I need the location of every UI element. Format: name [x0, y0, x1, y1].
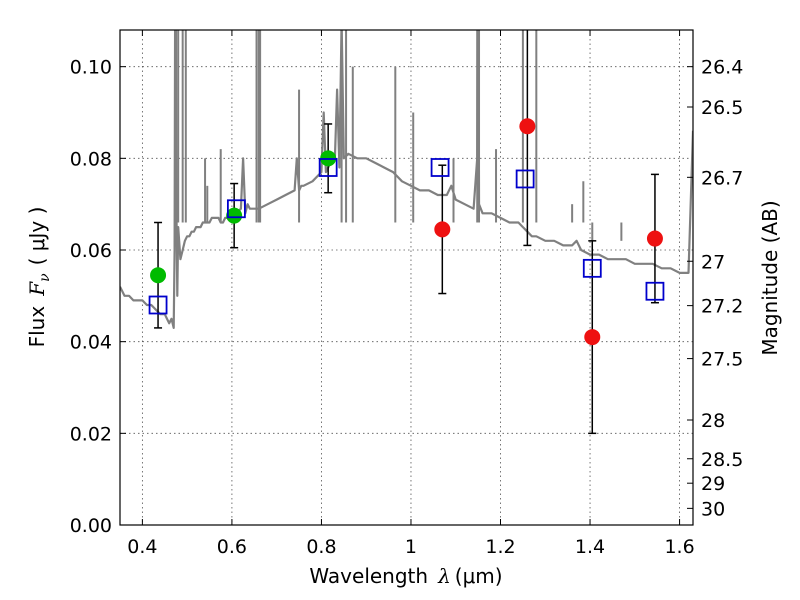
y-tick-label: 0.10 — [70, 57, 112, 79]
green-data-point — [150, 267, 167, 284]
mag-tick-label: 28 — [701, 410, 725, 432]
mag-tick-label: 28.5 — [701, 449, 743, 471]
mag-tick-label: 27.2 — [701, 296, 743, 318]
model-square-point — [645, 281, 665, 301]
model-square-point — [226, 199, 246, 219]
mag-tick-label: 26.4 — [701, 57, 743, 79]
x-tick-label: 0.8 — [306, 536, 336, 558]
x-tick-label: 1.6 — [664, 536, 694, 558]
model-square-point — [515, 169, 535, 189]
mag-tick-label: 27 — [701, 251, 725, 273]
mag-tick-label: 26.7 — [701, 167, 743, 189]
model-square-point — [582, 258, 602, 278]
template-spectrum-line — [120, 30, 693, 329]
y-tick-label: 0.00 — [70, 515, 112, 537]
green-data-point — [226, 207, 243, 224]
mag-tick-label: 26.5 — [701, 97, 743, 119]
y-tick-label: 0.02 — [70, 423, 112, 445]
plot-area — [120, 30, 693, 435]
x-tick-label: 1.2 — [485, 536, 515, 558]
x-axis-title: Wavelength λ (μm) — [309, 564, 502, 588]
magnitude-axis-title: Magnitude (AB) — [758, 200, 782, 355]
y-axis-title: FluxFν( μJy ) — [25, 207, 53, 348]
mag-tick-label: 30 — [701, 498, 725, 520]
x-tick-label: 1.4 — [575, 536, 605, 558]
x-tick-label: 0.6 — [217, 536, 247, 558]
x-tick-label: 1 — [405, 536, 417, 558]
x-tick-label: 0.4 — [127, 536, 157, 558]
y-tick-label: 0.08 — [70, 148, 112, 170]
red-data-point — [434, 221, 451, 238]
red-data-point — [519, 118, 536, 135]
grid — [120, 30, 693, 526]
model-square-point — [148, 295, 168, 315]
mag-tick-label: 29 — [701, 473, 725, 495]
model-square-point — [430, 158, 450, 177]
model-square-point — [318, 158, 338, 177]
red-data-point — [584, 329, 601, 346]
mag-tick-label: 27.5 — [701, 349, 743, 371]
axis-ticks: 0.4 0.6 0.8 1 1.2 1.4 1.6 0.00 0.02 0.04 0.06 0.08 0… — [70, 30, 743, 558]
red-data-point — [646, 230, 663, 247]
plot-frame — [119, 29, 694, 526]
y-tick-label: 0.06 — [70, 240, 112, 262]
y-tick-label: 0.04 — [70, 332, 112, 354]
